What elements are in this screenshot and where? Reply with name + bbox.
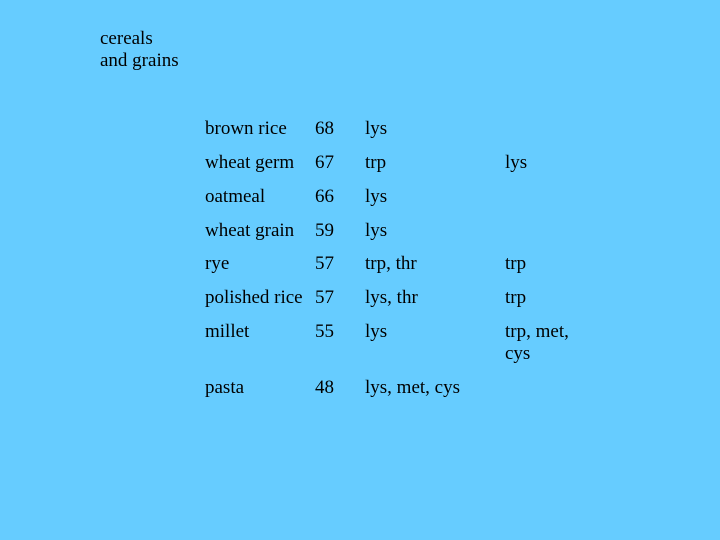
cell-name: millet [205,315,315,371]
cell-amino1: trp [365,146,505,180]
cell-amino2: trp [505,281,595,315]
cell-name: pasta [205,371,315,405]
table-row: oatmeal 66 lys [205,180,595,214]
table-row: brown rice 68 lys [205,112,595,146]
cell-amino2: lys [505,146,595,180]
cell-name: rye [205,247,315,281]
cell-value: 57 [315,247,365,281]
table-row: millet 55 lys trp, met, cys [205,315,595,371]
cell-amino2: trp, met, cys [505,315,595,371]
table-row: pasta 48 lys, met, cys [205,371,595,405]
cell-value: 55 [315,315,365,371]
cell-amino2 [505,112,595,146]
cell-amino2 [505,214,595,248]
cell-amino1: lys, met, cys [365,371,505,405]
cell-name: oatmeal [205,180,315,214]
cell-amino1: lys, thr [365,281,505,315]
page-root: cereals and grains brown rice 68 lys whe… [0,0,720,540]
cell-amino2 [505,371,595,405]
cell-value: 48 [315,371,365,405]
cell-amino1: lys [365,315,505,371]
cell-amino2: trp [505,247,595,281]
cell-amino2 [505,180,595,214]
cell-value: 57 [315,281,365,315]
cell-name: polished rice [205,281,315,315]
table-row: wheat germ 67 trp lys [205,146,595,180]
table-row: wheat grain 59 lys [205,214,595,248]
cell-amino1: lys [365,112,505,146]
cell-amino1: lys [365,214,505,248]
grains-table: brown rice 68 lys wheat germ 67 trp lys … [205,112,595,405]
cell-value: 67 [315,146,365,180]
cell-value: 68 [315,112,365,146]
cell-amino1: lys [365,180,505,214]
cell-value: 59 [315,214,365,248]
cell-name: wheat grain [205,214,315,248]
table-row: polished rice 57 lys, thr trp [205,281,595,315]
section-heading: cereals and grains [100,28,180,72]
cell-name: brown rice [205,112,315,146]
cell-value: 66 [315,180,365,214]
cell-name: wheat germ [205,146,315,180]
table-row: rye 57 trp, thr trp [205,247,595,281]
cell-amino1: trp, thr [365,247,505,281]
